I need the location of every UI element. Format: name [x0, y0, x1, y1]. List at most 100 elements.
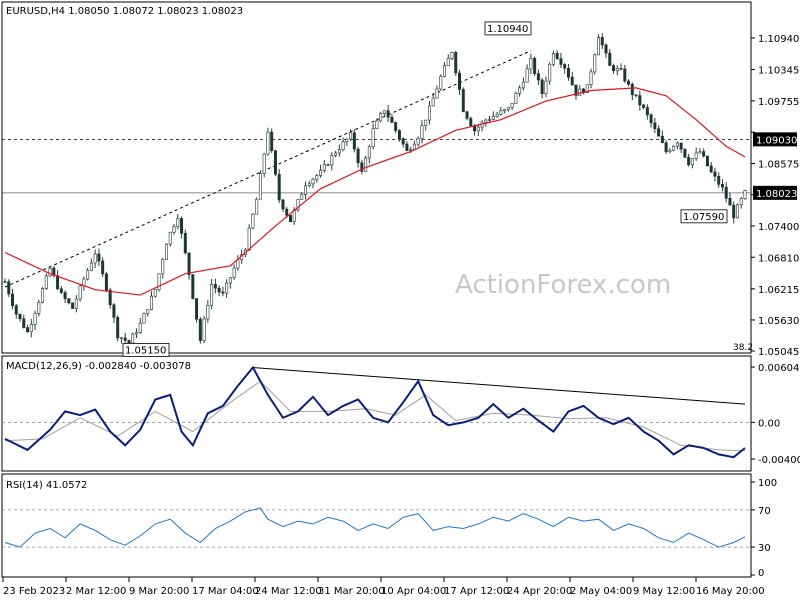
candle-body	[536, 73, 540, 81]
candle-body	[168, 231, 172, 245]
candle-body	[465, 111, 469, 119]
candle-body	[157, 273, 161, 290]
candle-body	[533, 58, 537, 74]
x-tick-label: 31 Mar 20:00	[318, 586, 385, 597]
candle-body	[743, 190, 747, 199]
candle-body	[495, 114, 499, 117]
candle-body	[394, 122, 398, 131]
candle-body	[608, 52, 612, 66]
candle-body	[334, 152, 338, 156]
candle-body	[623, 68, 627, 82]
candle-body	[597, 37, 601, 56]
candle-body	[645, 107, 649, 116]
candle-body	[657, 128, 661, 137]
candle-body	[104, 273, 108, 291]
candle-body	[442, 65, 446, 77]
candle-body	[450, 52, 454, 59]
level-label-1: 1.08023	[756, 189, 797, 200]
candle-body	[405, 143, 409, 151]
annotation-box-1	[680, 209, 728, 224]
candle-body	[604, 44, 608, 54]
candle-body	[288, 214, 292, 223]
rsi-title: RSI(14) 41.0572	[6, 480, 87, 491]
macd-line	[4, 365, 746, 459]
candle-body	[14, 305, 18, 315]
candle-body	[112, 304, 116, 318]
candle-body	[720, 184, 724, 188]
candle-body	[397, 130, 401, 139]
candle-body	[431, 97, 435, 107]
macd-trendline	[252, 366, 746, 405]
candle-body	[101, 260, 105, 275]
candle-body	[382, 110, 386, 115]
macd-tick-label: 0.006049	[758, 363, 800, 374]
candle-body	[371, 128, 375, 148]
candle-body	[544, 80, 548, 95]
rsi-tick-label: 30	[758, 543, 771, 554]
candle-body	[379, 113, 383, 122]
candle-body	[285, 208, 289, 216]
candle-body	[93, 253, 97, 264]
candle-body	[270, 131, 274, 152]
level-label-bg-1	[753, 185, 797, 200]
candle-body	[732, 204, 736, 219]
sma-line	[4, 87, 746, 296]
candle-body	[488, 119, 492, 121]
candle-body	[33, 313, 37, 325]
candle-body	[97, 253, 101, 262]
candle-body	[172, 226, 176, 233]
x-tick-label: 9 May 12:00	[633, 586, 695, 597]
axes: 1.09030 1.08023 1.10940 1.10345 1.09755 1.085…	[2, 34, 800, 597]
candle-body	[142, 313, 146, 324]
candle-body	[551, 52, 555, 65]
candle-body	[683, 148, 687, 158]
candle-body	[149, 295, 153, 310]
level-label-bg-0	[753, 132, 797, 147]
price-tick-label: 1.10345	[758, 66, 799, 77]
candle-body	[694, 152, 698, 159]
candle-body	[409, 149, 413, 151]
candle-body	[198, 318, 202, 341]
x-tick-label: 17 Mar 04:00	[192, 586, 259, 597]
candle-body	[424, 119, 428, 127]
candle-body	[690, 158, 694, 166]
candle-body	[589, 71, 593, 85]
candle-body	[518, 87, 522, 94]
candle-body	[506, 107, 510, 110]
candle-body	[311, 178, 315, 185]
candle-body	[138, 322, 142, 333]
candle-body	[672, 145, 676, 151]
candle-body	[439, 76, 443, 90]
macd-title: MACD(12,26,9) -0.002840 -0.003078	[6, 361, 191, 372]
candle-body	[18, 313, 22, 320]
candle-body	[180, 218, 184, 234]
candle-body	[510, 103, 514, 108]
candle-body	[548, 63, 552, 82]
candle-body	[615, 68, 619, 72]
candle-body	[390, 116, 394, 123]
watermark: ActionForex.com	[455, 270, 671, 300]
candle-body	[559, 58, 563, 65]
candle-body	[540, 79, 544, 95]
candle-body	[319, 170, 323, 176]
candle-body	[161, 259, 165, 275]
candle-body	[574, 84, 578, 96]
x-tick-label: 2 May 04:00	[570, 586, 632, 597]
candle-body	[664, 142, 668, 153]
macd-tick-label: -0.004005	[758, 455, 800, 466]
candle-body	[728, 197, 732, 206]
macd-panel	[1, 355, 752, 472]
candle-body	[326, 164, 330, 166]
candle-body	[717, 175, 721, 185]
candle-body	[258, 173, 262, 200]
rsi-tick-label: 70	[758, 506, 771, 517]
candle-body	[634, 94, 638, 96]
macd-tick-label: 0.00	[758, 418, 780, 429]
candle-body	[416, 137, 420, 145]
candle-body	[315, 175, 319, 180]
annotation-box-0	[484, 21, 532, 36]
candle-body	[375, 120, 379, 130]
candle-body	[514, 93, 518, 104]
candle-body	[44, 275, 48, 289]
candle-body	[570, 76, 574, 86]
